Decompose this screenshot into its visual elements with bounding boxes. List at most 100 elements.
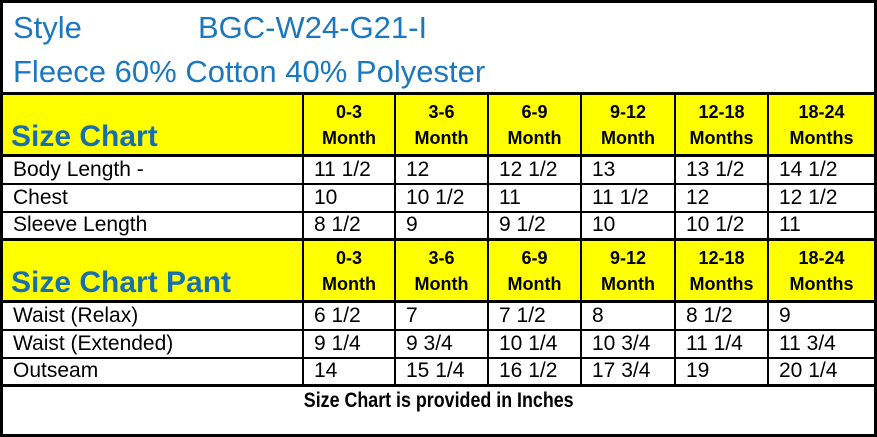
measurement-value-cell: 11 1/2 xyxy=(580,182,676,213)
row-label-sleeve-length: Sleeve Length xyxy=(3,210,304,241)
row-label-waist-relax: Waist (Relax) xyxy=(3,300,304,331)
measurement-value-cell: 9 xyxy=(394,210,489,241)
measurement-value-cell: 8 xyxy=(580,300,676,331)
column-range: 18-24 xyxy=(798,101,845,122)
measurement-value-cell: 6 1/2 xyxy=(302,300,396,331)
measurement-value-cell: 11 3/4 xyxy=(767,328,874,359)
column-unit: Month xyxy=(414,273,469,294)
column-unit: Month xyxy=(507,127,562,148)
measurement-value-cell: 8 1/2 xyxy=(302,210,396,241)
style-code-value: BGC-W24-G21-I xyxy=(198,9,428,45)
row-label-waist-extended: Waist (Extended) xyxy=(3,328,304,359)
measurement-value-cell: 9 xyxy=(767,300,874,331)
measurement-value-cell: 10 xyxy=(302,182,396,213)
column-header-12-18-months: 12-18 Months xyxy=(674,238,769,303)
style-row: Style BGC-W24-G21-I xyxy=(3,3,874,51)
footer-note-cell: Size Chart is provided in Inches xyxy=(3,384,874,416)
measurement-value-cell: 14 1/2 xyxy=(767,154,874,185)
column-range: 9-12 xyxy=(609,247,647,268)
column-header-9-12-month: 9-12 Month xyxy=(580,92,676,157)
measurement-value-cell: 10 3/4 xyxy=(580,328,676,359)
measurement-value-cell: 16 1/2 xyxy=(487,356,582,387)
measurement-value-cell: 12 xyxy=(394,154,489,185)
style-label: Style xyxy=(13,9,82,45)
footer-note: Size Chart is provided in Inches xyxy=(303,389,574,413)
row-label-chest: Chest xyxy=(3,182,304,213)
column-unit: Months xyxy=(789,127,854,148)
measurement-value-cell: 20 1/4 xyxy=(767,356,874,387)
column-unit: Months xyxy=(789,273,854,294)
column-range: 0-3 xyxy=(335,101,362,122)
table-row-waist-relax: Waist (Relax) 6 1/2 7 7 1/2 8 8 1/2 9 xyxy=(3,300,874,331)
column-unit: Month xyxy=(601,273,655,294)
measurement-value-cell: 7 xyxy=(394,300,489,331)
column-unit: Month xyxy=(322,273,376,294)
column-header-18-24-months: 18-24 Months xyxy=(767,238,874,303)
column-range: 6-9 xyxy=(521,247,548,268)
measurement-value-cell: 19 xyxy=(674,356,769,387)
measurement-value-cell: 10 xyxy=(580,210,676,241)
measurement-value-cell: 7 1/2 xyxy=(487,300,582,331)
measurement-value-cell: 10 1/4 xyxy=(487,328,582,359)
measurement-value-cell: 10 1/2 xyxy=(674,210,769,241)
table-row-body-length: Body Length - 11 1/2 12 12 1/2 13 13 1/2… xyxy=(3,154,874,185)
column-header-18-24-months: 18-24 Months xyxy=(767,92,874,157)
column-unit: Month xyxy=(414,127,469,148)
column-header-9-12-month: 9-12 Month xyxy=(580,238,676,303)
measurement-value-cell: 9 1/2 xyxy=(487,210,582,241)
measurement-value-cell: 12 xyxy=(674,182,769,213)
column-range: 12-18 xyxy=(698,101,745,122)
measurement-value-cell: 12 1/2 xyxy=(767,182,874,213)
table-row-waist-extended: Waist (Extended) 9 1/4 9 3/4 10 1/4 10 3… xyxy=(3,328,874,359)
column-unit: Months xyxy=(689,273,754,294)
column-range: 12-18 xyxy=(698,247,745,268)
column-unit: Month xyxy=(507,273,562,294)
fabric-row: Fleece 60% Cotton 40% Polyester xyxy=(3,51,874,92)
column-header-6-9-month: 6-9 Month xyxy=(487,92,582,157)
measurement-value-cell: 11 1/2 xyxy=(302,154,396,185)
table-row-chest: Chest 10 10 1/2 11 11 1/2 12 12 1/2 xyxy=(3,182,874,213)
size-chart-header-row: Size Chart 0-3 Month 3-6 Month 6-9 Month… xyxy=(3,92,874,157)
column-range: 3-6 xyxy=(428,247,455,268)
measurement-value-cell: 9 3/4 xyxy=(394,328,489,359)
table-row-outseam: Outseam 14 15 1/4 16 1/2 17 3/4 19 20 1/… xyxy=(3,356,874,387)
column-header-0-3-month: 0-3 Month xyxy=(302,92,396,157)
measurement-value-cell: 11 1/4 xyxy=(674,328,769,359)
column-unit: Month xyxy=(601,127,655,148)
column-header-0-3-month: 0-3 Month xyxy=(302,238,396,303)
size-chart-table: Size Chart 0-3 Month 3-6 Month 6-9 Month… xyxy=(3,92,874,416)
column-range: 3-6 xyxy=(428,101,455,122)
section-title-cell-size-chart-pant: Size Chart Pant xyxy=(3,238,304,303)
column-header-6-9-month: 6-9 Month xyxy=(487,238,582,303)
column-range: 9-12 xyxy=(609,101,647,122)
measurement-value-cell: 13 xyxy=(580,154,676,185)
footer-note-row: Size Chart is provided in Inches xyxy=(3,384,874,416)
measurement-value-cell: 8 1/2 xyxy=(674,300,769,331)
table-row-sleeve-length: Sleeve Length 8 1/2 9 9 1/2 10 10 1/2 11 xyxy=(3,210,874,241)
measurement-value-cell: 11 xyxy=(767,210,874,241)
fabric-description: Fleece 60% Cotton 40% Polyester xyxy=(13,54,486,89)
measurement-value-cell: 9 1/4 xyxy=(302,328,396,359)
size-chart-pant-header-row: Size Chart Pant 0-3 Month 3-6 Month 6-9 … xyxy=(3,238,874,303)
column-header-12-18-months: 12-18 Months xyxy=(674,92,769,157)
row-label-body-length: Body Length - xyxy=(3,154,304,185)
measurement-value-cell: 11 xyxy=(487,182,582,213)
measurement-value-cell: 12 1/2 xyxy=(487,154,582,185)
measurement-value-cell: 13 1/2 xyxy=(674,154,769,185)
measurement-value-cell: 15 1/4 xyxy=(394,356,489,387)
section-title-size-chart: Size Chart xyxy=(11,119,158,153)
measurement-value-cell: 14 xyxy=(302,356,396,387)
section-title-cell-size-chart: Size Chart xyxy=(3,92,304,157)
measurement-value-cell: 10 1/2 xyxy=(394,182,489,213)
section-title-size-chart-pant: Size Chart Pant xyxy=(11,265,232,299)
column-unit: Month xyxy=(322,127,376,148)
column-range: 6-9 xyxy=(521,101,548,122)
column-range: 0-3 xyxy=(335,247,362,268)
measurement-value-cell: 17 3/4 xyxy=(580,356,676,387)
column-header-3-6-month: 3-6 Month xyxy=(394,238,489,303)
column-header-3-6-month: 3-6 Month xyxy=(394,92,489,157)
column-range: 18-24 xyxy=(798,247,845,268)
column-unit: Months xyxy=(689,127,754,148)
row-label-outseam: Outseam xyxy=(3,356,304,387)
